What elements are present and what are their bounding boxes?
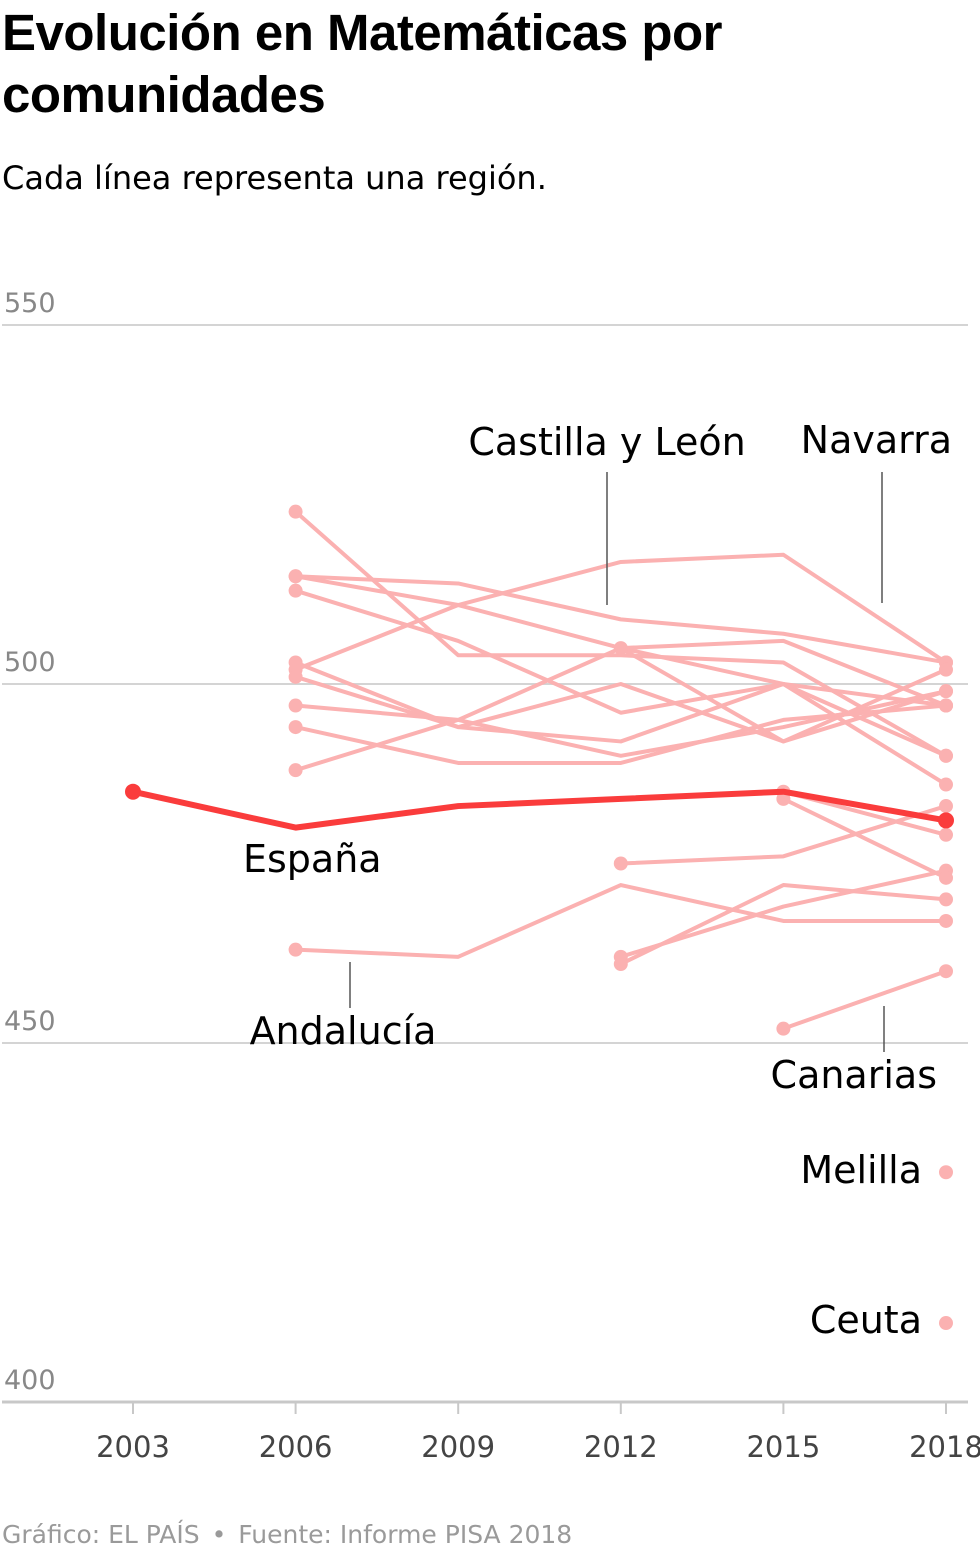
series-point <box>939 870 953 885</box>
highlight-layer <box>125 783 954 831</box>
highlight-point <box>938 812 954 829</box>
series-point <box>288 583 303 598</box>
series-line <box>782 969 947 1031</box>
series-point <box>288 655 303 670</box>
annotation-label: Ceuta <box>810 1298 922 1342</box>
line-chart: 400 450 500 550 Castilla y León Navarra Españ… <box>2 288 980 1464</box>
annotation-layer: Castilla y León Navarra España Andalucía Can… <box>243 418 952 1342</box>
x-tick-label: 2006 <box>259 1430 333 1464</box>
series-line <box>619 883 947 966</box>
series-point <box>613 856 628 871</box>
highlight-point <box>125 783 141 800</box>
series-point <box>288 698 303 713</box>
series-line <box>619 646 947 744</box>
series-point <box>288 720 303 735</box>
series-line <box>294 510 947 758</box>
series-point <box>939 777 953 792</box>
series-point <box>613 949 628 964</box>
x-tick-label: 2012 <box>584 1430 658 1464</box>
series-point <box>939 684 953 699</box>
series-point <box>939 913 953 928</box>
series-point <box>939 1165 953 1180</box>
x-tick-label: 2003 <box>96 1430 170 1464</box>
chart-title: Evolución en Matemáticas por comunidades <box>2 4 723 123</box>
series-point <box>939 964 953 979</box>
y-tick-label: 400 <box>4 1365 56 1396</box>
series-line <box>620 868 947 959</box>
chart-subtitle: Cada línea representa una región. <box>2 159 547 197</box>
y-tick-label: 450 <box>4 1006 56 1037</box>
annotation-label: Navarra <box>801 418 952 462</box>
annotation-label: Canarias <box>771 1053 937 1097</box>
x-tick-label: 2018 <box>909 1430 980 1464</box>
series-point <box>288 569 303 584</box>
y-tick-label: 500 <box>4 647 56 678</box>
annotation-label: Melilla <box>800 1148 922 1192</box>
annotation-label: Andalucía <box>250 1009 437 1053</box>
highlight-line <box>132 788 947 831</box>
series-line <box>295 674 947 744</box>
grid-layer: 400 450 500 550 <box>2 288 968 1403</box>
footer-separator: • <box>211 1520 227 1549</box>
series-point <box>288 669 303 684</box>
series-point <box>939 827 953 842</box>
chart-footer: Gráfico: EL PAÍS • Fuente: Informe PISA … <box>2 1520 572 1549</box>
series-point <box>939 662 953 677</box>
series-layer <box>288 504 953 1331</box>
series-point <box>288 763 303 778</box>
series-line <box>295 883 946 959</box>
series-line <box>295 574 947 665</box>
series-point <box>939 892 953 907</box>
series-point <box>939 799 953 814</box>
y-tick-label: 550 <box>4 288 56 319</box>
x-tick-label: 2009 <box>421 1430 495 1464</box>
series-line <box>620 804 947 866</box>
series-point <box>939 1316 953 1331</box>
x-tick-label: 2015 <box>746 1430 820 1464</box>
series-point <box>288 504 303 519</box>
series-line <box>294 552 948 672</box>
series-point <box>939 748 953 763</box>
series-line <box>782 797 947 880</box>
series-point <box>939 698 953 713</box>
credit-text: Gráfico: EL PAÍS <box>2 1520 200 1549</box>
series-point <box>776 1021 791 1036</box>
annotation-label: Castilla y León <box>468 420 745 464</box>
series-point <box>288 942 303 957</box>
series-point <box>613 641 628 656</box>
series-line <box>294 660 947 744</box>
annotation-label: España <box>243 837 382 881</box>
source-text: Fuente: Informe PISA 2018 <box>238 1520 573 1549</box>
x-axis: 2003 2006 2009 2012 2015 2018 <box>2 1400 980 1464</box>
series-line <box>295 703 947 765</box>
